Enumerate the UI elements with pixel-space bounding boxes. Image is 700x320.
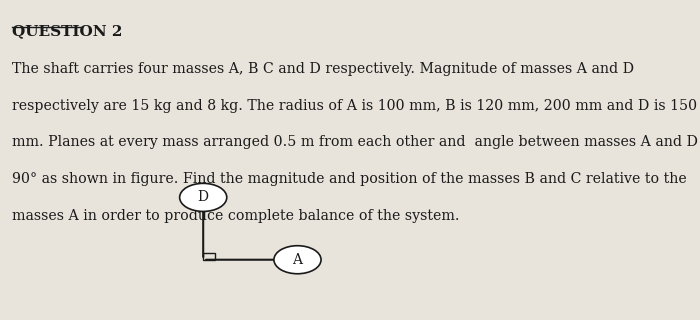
Text: 90° as shown in figure. Find the magnitude and position of the masses B and C re: 90° as shown in figure. Find the magnitu… [12,172,687,186]
Bar [203,253,215,260]
Circle shape [180,183,227,212]
Text: D: D [197,190,209,204]
Text: masses A in order to produce complete balance of the system.: masses A in order to produce complete ba… [12,209,459,223]
Text: The shaft carries four masses A, B C and D respectively. Magnitude of masses A a: The shaft carries four masses A, B C and… [12,62,634,76]
Text: respectively are 15 kg and 8 kg. The radius of A is 100 mm, B is 120 mm, 200 mm : respectively are 15 kg and 8 kg. The rad… [12,99,697,113]
Text: A: A [293,253,302,267]
Text: QUESTION 2: QUESTION 2 [12,24,122,38]
Text: mm. Planes at every mass arranged 0.5 m from each other and  angle between masse: mm. Planes at every mass arranged 0.5 m … [12,135,700,149]
Circle shape [274,246,321,274]
